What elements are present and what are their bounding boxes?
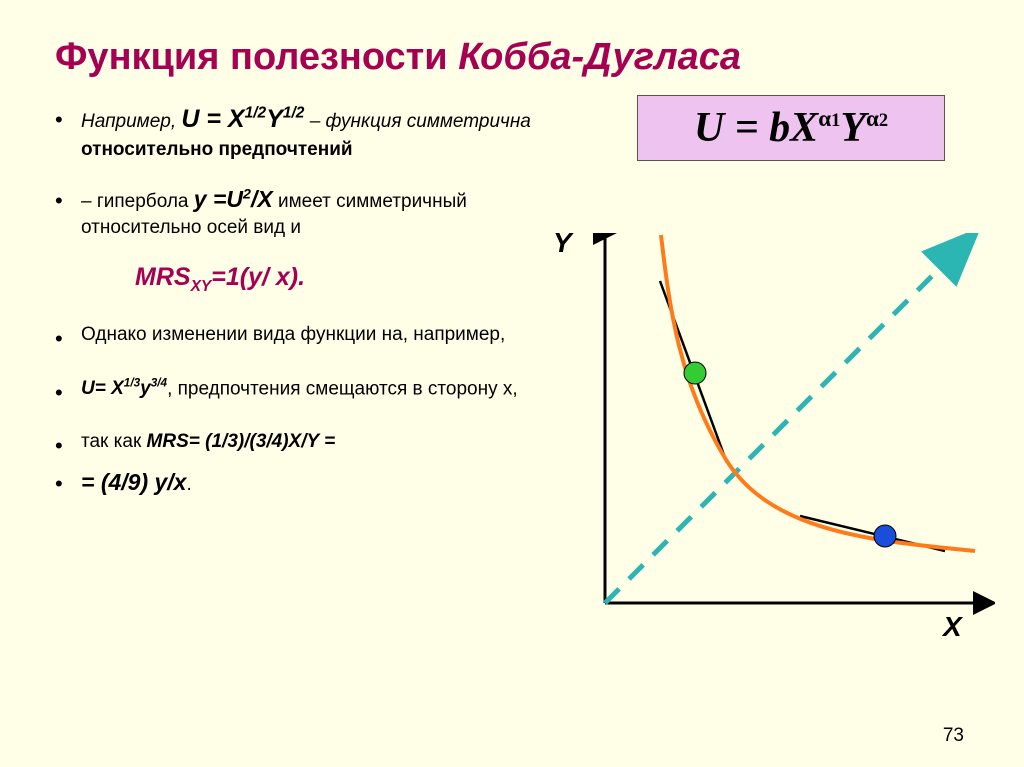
bullet-dot: • <box>55 184 81 241</box>
b2-eq2: /X <box>251 186 273 212</box>
b2-exp: 2 <box>243 187 251 203</box>
b5-e1: 1/3 <box>124 377 140 390</box>
eq-p3: Y <box>840 105 866 151</box>
bullet-7: • = (4/9) y/x. <box>55 467 545 499</box>
mrs-formula: MRSXY=1(y/ x). <box>135 263 545 296</box>
b1-post2: относительно предпочтений <box>81 139 353 160</box>
b1-post1: – функция симметрична <box>304 111 530 132</box>
b5-eq: U= X <box>81 378 124 399</box>
b6-pre: так как <box>81 431 147 452</box>
mrs-eq: =1(y/ x). <box>211 263 305 291</box>
b1-exp2: 1/2 <box>283 105 305 122</box>
b1-eq: U = X <box>181 105 244 133</box>
content-area: • Например, U = X1/2Y1/2 – функция симме… <box>0 89 1024 521</box>
bullet-dot: • <box>55 376 81 408</box>
main-equation-box: U = bXα1Yα2 <box>637 95 945 161</box>
b1-exp1: 1/2 <box>245 105 267 122</box>
bullet-list: • Например, U = X1/2Y1/2 – функция симме… <box>55 103 545 521</box>
bullet-dot: • <box>55 429 81 461</box>
b7-dot: . <box>186 474 191 495</box>
eq-p2: 1 <box>831 110 840 130</box>
bullet-2: • – гипербола y =U2/X имеет симметричный… <box>55 184 545 241</box>
eq-p1: α <box>818 105 831 131</box>
bullet-5: • U= X1/3y3/4, предпочтения смещаются в … <box>55 376 545 408</box>
chart-svg <box>575 233 995 633</box>
b4-text: Однако изменении вида функции на, наприм… <box>81 322 545 354</box>
bullet-dot: • <box>55 467 81 499</box>
bullet-4: • Однако изменении вида функции на, напр… <box>55 322 545 354</box>
y-axis-label: Y <box>553 227 572 259</box>
title-italic: Кобба-Дугласа <box>458 36 741 78</box>
eq-p5: 2 <box>879 110 888 130</box>
eq-p0: U = bX <box>694 105 818 151</box>
slide-title: Функция полезности Кобба-Дугласа <box>0 0 1024 89</box>
page-number: 73 <box>943 725 964 747</box>
bullet-dot: • <box>55 103 81 162</box>
b7-eq: = (4/9) y/x <box>81 469 186 495</box>
bullet-dot: • <box>55 322 81 354</box>
b5-post: , предпочтения смещаются в сторону х, <box>167 378 518 399</box>
mrs-sub: XY <box>191 278 212 295</box>
bullet-6: • так как MRS= (1/3)/(3/4)X/Y = <box>55 429 545 461</box>
b6-eq: MRS= (1/3)/(3/4)X/Y = <box>147 431 336 452</box>
b1-pre: Например, <box>81 111 181 132</box>
eq-text: U = bXα1Yα2 <box>694 104 888 152</box>
title-plain: Функция полезности <box>55 36 458 78</box>
bullet-1: • Например, U = X1/2Y1/2 – функция симме… <box>55 103 545 162</box>
eq-p4: α <box>866 105 879 131</box>
b5-e2: 3/4 <box>151 377 167 390</box>
mrs: MRS <box>135 263 191 291</box>
b2-eq: y =U <box>194 186 243 212</box>
right-panel: U = bXα1Yα2 Y X <box>545 103 985 521</box>
b2-pre: – гипербола <box>81 191 194 212</box>
b1-mid: Y <box>266 105 283 133</box>
b5-mid: y <box>140 378 151 399</box>
